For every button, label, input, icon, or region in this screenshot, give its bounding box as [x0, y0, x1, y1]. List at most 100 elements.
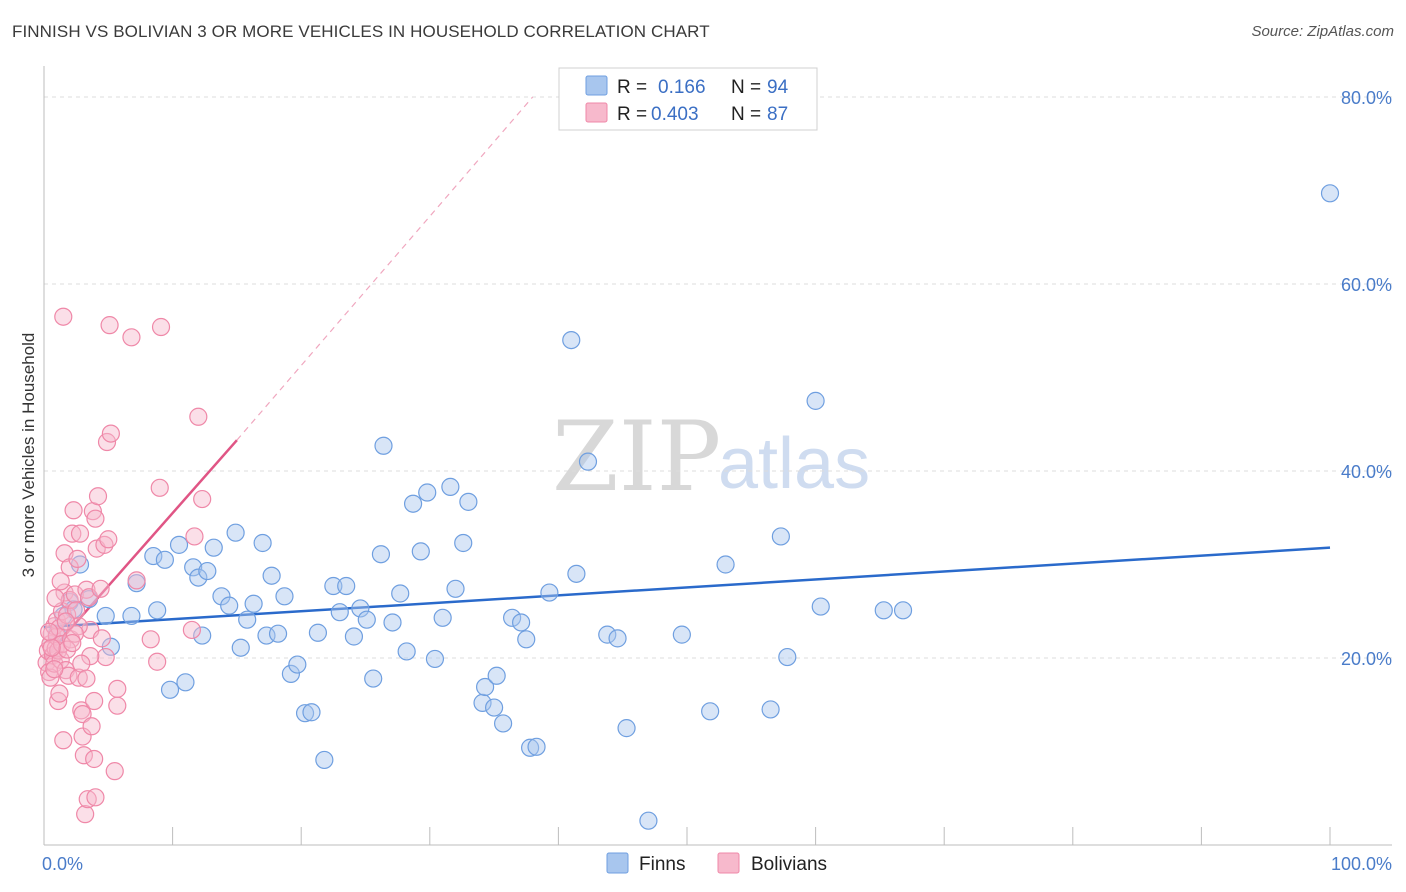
finns-point	[411, 542, 430, 561]
bolivians-point	[101, 424, 120, 443]
bolivians-point	[108, 696, 127, 715]
bolivians-point	[58, 605, 77, 625]
legend-r-value-finns: 0.166	[658, 77, 706, 98]
bolivians-point	[185, 527, 204, 546]
bolivians-point	[73, 727, 92, 746]
finns-point	[253, 533, 272, 553]
bolivians-point	[85, 749, 104, 769]
bolivians-point	[92, 629, 111, 648]
bolivians-point	[65, 585, 84, 604]
bolivians-point	[150, 478, 169, 497]
finns-point	[176, 673, 195, 692]
series-legend: Finns Bolivians	[606, 852, 827, 875]
finns-point	[295, 704, 315, 723]
finns-point	[527, 737, 546, 756]
source-label: Source: ZipAtlas.com	[1251, 23, 1394, 40]
bolivians-point	[97, 432, 117, 452]
bolivians-trend-line	[43, 439, 238, 660]
bolivians-point	[68, 549, 87, 568]
finns-point	[397, 642, 416, 661]
bottom-legend-label-finns: Finns	[639, 854, 685, 875]
finns-point	[806, 391, 825, 410]
finns-point	[425, 649, 445, 669]
finns-point	[433, 608, 452, 627]
watermark-atlas: atlas	[718, 424, 870, 504]
bolivians-point	[56, 612, 75, 631]
bolivians-point	[42, 638, 61, 657]
finns-point	[257, 626, 276, 645]
bolivians-point	[86, 509, 105, 528]
legend-r-label-bolivians: R =	[617, 104, 647, 125]
legend-n-label-bolivians: N =	[731, 104, 761, 125]
bolivians-point	[63, 524, 82, 543]
finns-point	[144, 546, 163, 566]
finns-point	[672, 625, 691, 644]
bolivians-point	[182, 620, 201, 640]
legend-n-label-finns: N =	[731, 77, 761, 98]
bolivians-point	[54, 307, 73, 326]
axes: 0.0% 100.0%	[42, 66, 1392, 874]
bolivians-point	[46, 589, 65, 608]
correlation-legend: R = 0.166 N = 94 R = 0.403 N = 87	[558, 67, 818, 131]
finns-point	[238, 610, 257, 629]
bolivians-point	[108, 679, 127, 698]
watermark: ZIP atlas	[552, 401, 870, 513]
legend-n-value-finns: 94	[767, 77, 789, 98]
bolivians-point	[141, 630, 160, 649]
bolivians-point	[82, 717, 101, 736]
bolivians-point	[60, 590, 79, 610]
finns-point	[383, 613, 402, 632]
x-tick-label-max: 100.0%	[1331, 854, 1392, 874]
bolivians-point	[122, 328, 141, 347]
bolivians-point	[51, 650, 70, 669]
finns-point	[778, 647, 797, 667]
finns-point	[639, 811, 658, 830]
finns-point	[578, 452, 598, 471]
finns-point	[262, 566, 281, 585]
gridlines: 20.0% 40.0% 60.0% 80.0%	[44, 88, 1392, 669]
finns-point	[598, 625, 617, 644]
finns-point	[485, 698, 504, 717]
finns-point	[96, 606, 115, 626]
finns-point	[193, 626, 212, 645]
finns-point	[617, 719, 636, 738]
bolivians-point	[100, 316, 119, 335]
y-tick-label: 20.0%	[1341, 649, 1392, 669]
finns-point	[275, 587, 294, 606]
finns-point	[540, 583, 559, 602]
watermark-zip: ZIP	[552, 401, 721, 513]
bolivians-point	[41, 668, 60, 687]
finns-point	[351, 599, 370, 618]
finns-point	[503, 608, 522, 627]
legend-r-label-finns: R =	[617, 77, 647, 98]
bolivians-point	[99, 530, 118, 549]
finns-point	[441, 477, 460, 496]
finns-point	[521, 738, 540, 757]
bolivians-point	[73, 704, 92, 724]
bolivians-point	[127, 571, 146, 590]
bolivians-point	[70, 524, 90, 543]
bolivians-point	[67, 601, 86, 620]
finns-trend-line	[43, 546, 1331, 629]
chart-title: FINNISH VS BOLIVIAN 3 OR MORE VEHICLES I…	[12, 22, 710, 41]
finns-point	[893, 601, 913, 620]
finns-point	[403, 494, 423, 513]
legend-r-value-bolivians: 0.403	[651, 104, 699, 125]
bolivians-point	[148, 652, 167, 671]
y-tick-label: 60.0%	[1341, 275, 1392, 295]
bolivians-trend-extrapolation	[236, 96, 534, 441]
finns-point	[184, 558, 203, 577]
finns-point	[212, 587, 231, 606]
finns-point	[315, 750, 334, 770]
finns-point	[562, 331, 581, 350]
bolivians-point	[77, 580, 96, 599]
finns-point	[220, 596, 239, 615]
bolivians-point	[96, 647, 115, 667]
finns-point	[701, 702, 720, 721]
finns-points	[47, 184, 1340, 830]
finns-point	[811, 597, 830, 616]
y-tick-label: 40.0%	[1341, 462, 1392, 482]
bolivians-point	[85, 691, 104, 711]
finns-point	[761, 700, 780, 719]
